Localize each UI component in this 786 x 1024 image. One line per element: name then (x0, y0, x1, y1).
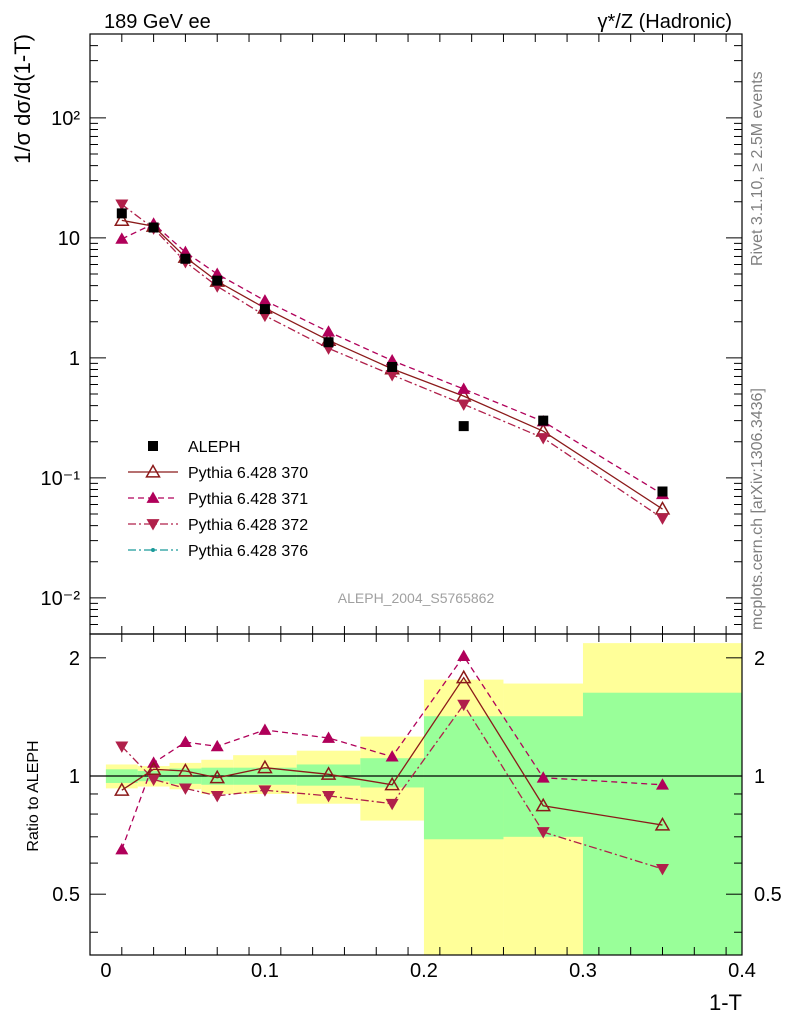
data-point (147, 774, 161, 786)
y-tick-label-right: 2 (754, 648, 765, 670)
data-point (115, 232, 129, 244)
data-point (385, 370, 399, 382)
series-line (121, 703, 663, 870)
x-tick-label: 0.1 (251, 960, 279, 982)
series-line (121, 676, 663, 826)
legend-entry: ALEPH (188, 439, 240, 456)
rivet-label: Rivet 3.1.10, ≥ 2.5M events (749, 71, 766, 266)
ratio-y-axis-label: Ratio to ALEPH (25, 740, 42, 851)
data-point (322, 791, 336, 803)
legend-entry: Pythia 6.428 372 (188, 517, 308, 534)
mcplots-label: mcplots.cern.ch [arXiv:1306.3436] (749, 388, 766, 630)
legend-marker (146, 519, 160, 531)
x-axis-label: 1-T (709, 990, 742, 1015)
data-point (536, 433, 550, 445)
data-point (538, 415, 549, 426)
series-line (121, 654, 663, 850)
main-y-axis-label: 1/σ dσ/d(1-T) (10, 34, 35, 164)
data-point (385, 798, 399, 811)
data-point (655, 864, 669, 876)
y-tick-label-right: 0.5 (754, 884, 782, 906)
stat-uncertainty-band (582, 692, 742, 955)
data-point (177, 762, 194, 777)
y-tick-label: 10² (51, 108, 80, 130)
data-point (657, 486, 668, 497)
data-point (209, 769, 226, 784)
legend-marker (145, 463, 161, 478)
ratio-panel: 0 0.1 0.2 0.3 0.4 0.5 0.5 1 1 2 2 (52, 633, 782, 982)
data-point (115, 741, 129, 753)
y-tick-label: 10⁻² (41, 588, 81, 610)
data-point (180, 253, 191, 264)
data-point (210, 739, 224, 752)
legend-marker (151, 548, 155, 552)
data-point (457, 382, 471, 394)
data-point (320, 766, 337, 780)
data-point (322, 731, 336, 743)
data-point (145, 761, 162, 775)
data-point (655, 513, 669, 525)
data-point (212, 275, 223, 286)
data-point (457, 649, 471, 662)
header-right-label: γ*/Z (Hadronic) (598, 11, 732, 33)
data-point (259, 304, 270, 315)
data-point (457, 699, 471, 712)
data-point (535, 797, 552, 812)
data-point (654, 817, 671, 831)
data-point (257, 759, 273, 774)
data-point (536, 827, 550, 839)
data-point (178, 735, 192, 747)
legend-entry: Pythia 6.428 371 (188, 491, 308, 508)
data-point (387, 361, 398, 372)
data-point (115, 199, 129, 211)
y-tick-label: 10 (58, 228, 80, 250)
stat-uncertainty-band (360, 758, 424, 788)
data-point (384, 776, 400, 791)
data-point (455, 669, 472, 684)
data-point (258, 294, 272, 306)
main-panel: 10⁻² 10⁻¹ 1 10 10² (41, 33, 743, 635)
x-tick-label: 0.2 (410, 960, 438, 982)
y-tick-label: 10⁻¹ (41, 468, 81, 490)
data-point (654, 501, 671, 515)
x-tick-label: 0 (100, 960, 111, 982)
data-point (210, 791, 224, 803)
data-point (178, 783, 192, 795)
legend-marker (148, 441, 158, 451)
data-point (536, 771, 550, 783)
data-point (114, 212, 130, 226)
analysis-label: ALEPH_2004_S5765862 (338, 590, 495, 606)
data-point (115, 842, 129, 855)
data-point (323, 337, 334, 348)
data-point (116, 208, 127, 219)
header-left-label: 189 GeV ee (104, 11, 211, 33)
stat-uncertainty-band (423, 716, 504, 840)
data-point (385, 750, 399, 762)
y-tick-label: 0.5 (52, 884, 80, 906)
legend-entry: Pythia 6.428 370 (188, 465, 308, 482)
y-tick-label: 1 (69, 766, 80, 788)
data-point (457, 399, 471, 411)
legend-marker (146, 491, 160, 503)
data-point (148, 222, 159, 233)
ratio-plot-frame (89, 633, 743, 956)
data-point (655, 778, 669, 790)
y-tick-label: 2 (69, 648, 80, 670)
x-tick-label: 0.4 (728, 960, 756, 982)
series-line (121, 223, 663, 495)
data-point (258, 785, 272, 797)
x-tick-label: 0.3 (569, 960, 597, 982)
data-point (258, 723, 272, 735)
legend: ALEPH Pythia 6.428 370 Pythia 6.428 371 Pyt… (128, 439, 308, 560)
series-line (121, 219, 663, 510)
legend-entry: Pythia 6.428 376 (188, 543, 308, 560)
data-point (322, 325, 336, 337)
series-line (121, 203, 663, 519)
y-tick-label: 1 (69, 348, 80, 370)
y-tick-label-right: 1 (754, 766, 765, 788)
data-point (458, 421, 469, 432)
stat-uncertainty-band (296, 764, 361, 786)
data-point (114, 782, 130, 796)
